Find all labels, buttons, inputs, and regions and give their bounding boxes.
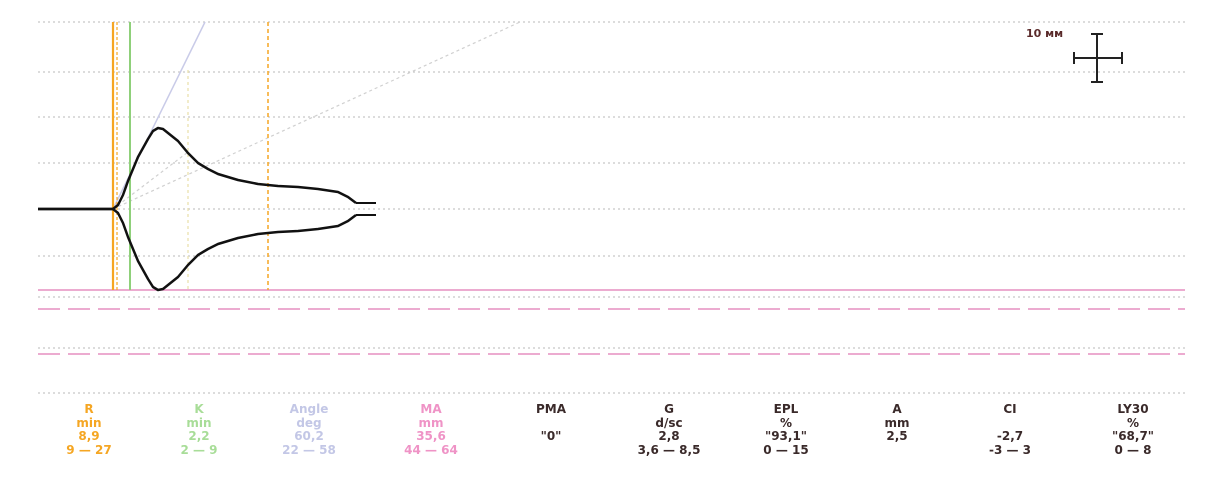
param-ly30: LY30% "68,7" 0 — 8	[1078, 402, 1188, 457]
param-unit: mm	[884, 415, 910, 430]
param-value: "68,7"	[1111, 429, 1155, 443]
param-value: 2,2	[188, 429, 210, 443]
param-range: 9 — 27	[66, 442, 112, 457]
scale-label: 10 мм	[1026, 27, 1064, 40]
angle-dotted-line-2	[112, 151, 189, 210]
param-name: R	[84, 402, 94, 416]
param-range	[842, 444, 952, 458]
param-name: G	[664, 402, 674, 416]
param-unit: deg	[296, 415, 322, 430]
param-pma: PMA "0"	[496, 402, 606, 458]
param-name: EPL	[773, 402, 799, 416]
param-unit: mm	[418, 415, 444, 430]
param-ma: MA mm 35,6 44 — 64	[376, 402, 486, 457]
param-unit: %	[1126, 415, 1140, 430]
param-value: -2,7	[996, 429, 1024, 443]
param-epl: EPL% "93,1" 0 — 15	[731, 402, 841, 457]
param-range: 3,6 — 8,5	[637, 442, 701, 457]
param-range: 2 — 9	[180, 442, 218, 457]
param-unit: min	[186, 415, 212, 430]
param-value: 2,8	[658, 429, 680, 443]
param-name: Angle	[289, 402, 329, 416]
param-range	[496, 444, 606, 458]
param-range: 44 — 64	[404, 442, 458, 457]
param-unit	[496, 417, 606, 431]
param-name: K	[194, 402, 204, 416]
param-unit: %	[779, 415, 793, 430]
param-unit: d/sc	[655, 415, 683, 430]
param-unit	[955, 417, 1065, 431]
param-name: LY30	[1117, 402, 1149, 416]
param-value: "0"	[540, 429, 562, 443]
teg-chart	[38, 21, 1185, 394]
param-name: A	[892, 402, 902, 416]
param-range: 22 — 58	[282, 442, 336, 457]
param-unit: min	[76, 415, 102, 430]
param-name: MA	[420, 402, 442, 416]
param-range: -3 — 3	[988, 442, 1032, 457]
param-name: PMA	[535, 402, 567, 416]
param-range: 0 — 15	[763, 442, 809, 457]
param-value: "93,1"	[764, 429, 808, 443]
param-ci: CI -2,7 -3 — 3	[955, 402, 1065, 457]
param-value: 60,2	[294, 429, 324, 443]
param-name: CI	[1003, 402, 1017, 416]
param-angle: Angle deg 60,2 22 — 58	[254, 402, 364, 457]
param-value: 8,9	[78, 429, 100, 443]
param-range: 0 — 8	[1114, 442, 1152, 457]
param-value: 35,6	[416, 429, 446, 443]
param-value: 2,5	[886, 429, 908, 443]
angle-dotted-line	[112, 21, 521, 210]
amplitude-curve-lower	[38, 207, 357, 292]
amplitude-curve-upper	[38, 126, 357, 211]
